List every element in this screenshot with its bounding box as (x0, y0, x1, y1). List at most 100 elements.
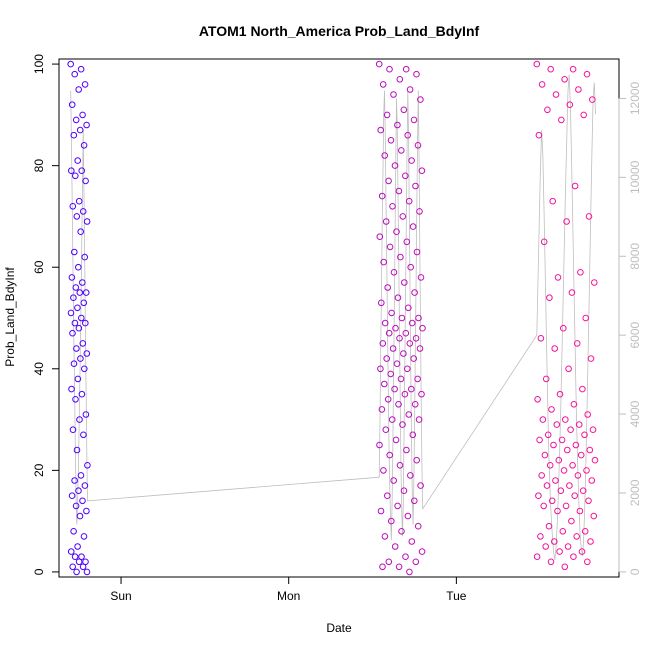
x-tick-label: Tue (446, 589, 467, 603)
data-point (591, 456, 599, 464)
data-point (392, 436, 400, 444)
data-point (391, 385, 398, 393)
data-point (582, 314, 590, 322)
data-point (544, 431, 552, 439)
data-point (380, 258, 388, 266)
data-point (381, 380, 388, 388)
data-point (69, 329, 76, 337)
data-point (404, 512, 412, 520)
data-point (76, 416, 83, 423)
data-point (74, 543, 81, 550)
data-point (561, 76, 568, 83)
x-tick-label: Mon (277, 589, 300, 603)
data-point (556, 390, 564, 398)
data-point (73, 345, 80, 352)
data-point (538, 472, 546, 479)
data-point (583, 70, 591, 78)
data-point (406, 568, 413, 576)
data-point (567, 426, 574, 434)
x-tick-label: Sun (110, 589, 131, 603)
data-point (82, 319, 89, 327)
data-point (550, 441, 557, 449)
data-point (584, 411, 592, 418)
data-point (406, 86, 414, 93)
data-point (407, 263, 415, 271)
data-point (412, 182, 419, 190)
data-point (575, 86, 582, 93)
data-point (393, 228, 400, 235)
y2-tick-label: 4000 (628, 400, 642, 427)
data-point (416, 345, 424, 352)
data-point (391, 162, 399, 169)
data-point (83, 568, 91, 576)
data-point (551, 538, 558, 545)
data-point (571, 182, 579, 190)
data-point (72, 396, 79, 403)
data-point (73, 568, 80, 576)
data-point (404, 365, 411, 373)
data-point (554, 507, 561, 515)
data-point (573, 533, 581, 540)
data-point (414, 522, 422, 530)
data-point (568, 289, 576, 296)
data-point (79, 279, 86, 286)
data-point (417, 482, 424, 489)
data-point (583, 467, 590, 474)
data-point (546, 294, 553, 302)
data-point (585, 213, 593, 220)
data-point (563, 218, 570, 225)
y2-tick-label: 12000 (628, 81, 642, 115)
data-point (77, 65, 85, 73)
data-point (537, 335, 545, 342)
data-point (395, 563, 403, 571)
data-point (402, 553, 409, 561)
data-point (74, 157, 81, 164)
data-point (417, 96, 424, 103)
data-point (82, 289, 90, 296)
data-point (413, 248, 421, 256)
data-point (418, 390, 425, 398)
y-tick-label: 40 (32, 362, 46, 376)
data-point (385, 177, 392, 185)
data-point (70, 294, 77, 302)
data-point (558, 116, 565, 124)
data-point (381, 152, 389, 159)
data-point (377, 126, 385, 134)
data-point (415, 314, 422, 322)
data-point (402, 65, 410, 73)
data-point (77, 472, 85, 479)
data-point (71, 248, 78, 256)
data-point (83, 350, 91, 357)
data-point (586, 446, 594, 454)
data-point (78, 167, 85, 174)
data-point (80, 533, 88, 540)
data-point (70, 131, 78, 139)
data-point (385, 558, 393, 566)
data-point (588, 477, 596, 484)
data-point (590, 512, 598, 520)
data-point (386, 243, 394, 251)
data-point (561, 563, 569, 571)
data-point (78, 390, 86, 398)
data-point (552, 91, 560, 98)
data-point (537, 533, 544, 540)
data-point (377, 507, 385, 515)
data-point (581, 528, 589, 535)
data-point (410, 116, 418, 124)
data-point (402, 329, 410, 337)
data-point (378, 299, 385, 307)
data-point (83, 218, 91, 225)
data-point (408, 157, 415, 164)
data-point (68, 101, 76, 108)
data-point (379, 81, 387, 88)
point-series (67, 60, 599, 576)
data-point (562, 416, 569, 423)
data-point (77, 228, 84, 235)
data-point (83, 121, 90, 129)
data-point (572, 441, 580, 449)
data-point (387, 137, 395, 144)
data-point (81, 81, 89, 88)
y2-tick-label: 0 (628, 568, 642, 575)
data-point (70, 360, 78, 368)
